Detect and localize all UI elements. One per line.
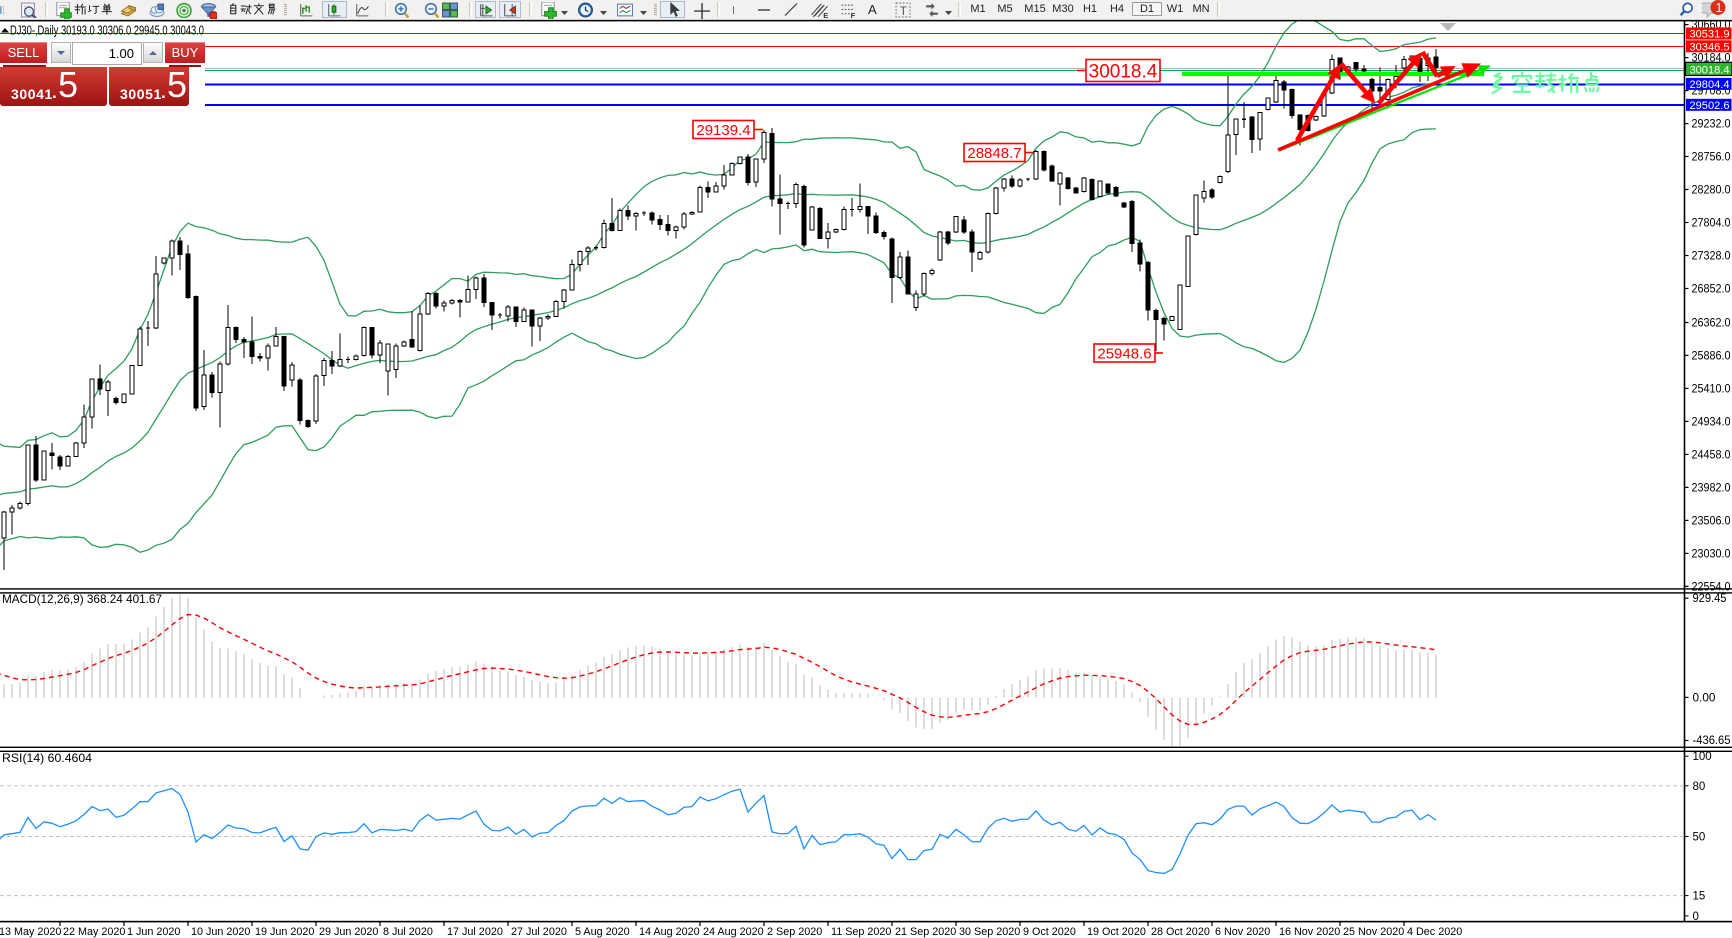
svg-text:28280.0: 28280.0 [1692,185,1731,197]
svg-text:14 Aug 2020: 14 Aug 2020 [639,926,700,938]
svg-text:30660.0: 30660.0 [1692,20,1731,32]
svg-text:100: 100 [1693,751,1712,763]
svg-text:30018.4: 30018.4 [1089,61,1158,82]
svg-text:15: 15 [1693,891,1706,903]
svg-text:27804.0: 27804.0 [1692,218,1731,230]
svg-text:28756.0: 28756.0 [1692,152,1731,164]
svg-text:4 Dec 2020: 4 Dec 2020 [1407,926,1462,938]
svg-text:9 Oct 2020: 9 Oct 2020 [1023,926,1076,938]
svg-text:T: T [900,5,907,18]
svg-text:27 Jul 2020: 27 Jul 2020 [511,926,567,938]
svg-text:30 Sep 2020: 30 Sep 2020 [959,926,1020,938]
svg-text:25886.0: 25886.0 [1692,350,1731,362]
svg-text:19 Oct 2020: 19 Oct 2020 [1087,926,1146,938]
svg-text:1: 1 [1716,1,1723,15]
svg-text:E: E [823,11,828,18]
svg-text:5 Aug 2020: 5 Aug 2020 [575,926,630,938]
svg-text:24 Aug 2020: 24 Aug 2020 [703,926,764,938]
svg-text:30018.4: 30018.4 [1690,64,1730,76]
svg-text:23982.0: 23982.0 [1692,482,1731,494]
svg-text:50: 50 [1693,832,1706,844]
svg-text:8 Jul 2020: 8 Jul 2020 [383,926,433,938]
svg-text:23506.0: 23506.0 [1692,515,1731,527]
svg-text:26362.0: 26362.0 [1692,318,1731,330]
svg-text:0: 0 [1693,911,1699,923]
svg-text:16 Nov 2020: 16 Nov 2020 [1279,926,1340,938]
svg-text:MACD(12,26,9) 368.24 401.67: MACD(12,26,9) 368.24 401.67 [2,592,162,606]
svg-text:13 May 2020: 13 May 2020 [0,926,61,938]
svg-text:30184.0: 30184.0 [1692,53,1731,65]
svg-text:11 Sep 2020: 11 Sep 2020 [831,926,891,938]
svg-text:30531.9: 30531.9 [1690,29,1730,41]
svg-text:DJ30-,Daily 30193.0 30306.0 2: DJ30-,Daily 30193.0 30306.0 29945.0 3004… [10,24,204,38]
svg-text:17 Jul 2020: 17 Jul 2020 [447,926,503,938]
svg-text:28 Oct 2020: 28 Oct 2020 [1151,926,1210,938]
svg-text:28848.7: 28848.7 [967,145,1021,162]
svg-text:F: F [851,11,856,18]
svg-text:-436.65: -436.65 [1693,735,1731,747]
svg-text:29502.6: 29502.6 [1690,100,1730,112]
svg-text:22 May 2020: 22 May 2020 [63,926,125,938]
svg-text:25 Nov 2020: 25 Nov 2020 [1343,926,1404,938]
svg-text:29 Jun 2020: 29 Jun 2020 [319,926,378,938]
svg-text:19 Jun 2020: 19 Jun 2020 [255,926,314,938]
svg-text:29804.4: 29804.4 [1690,79,1730,91]
svg-text:23030.0: 23030.0 [1692,548,1731,560]
svg-text:RSI(14) 60.4604: RSI(14) 60.4604 [2,751,92,765]
svg-text:2 Sep 2020: 2 Sep 2020 [767,926,822,938]
svg-text:21 Sep 2020: 21 Sep 2020 [895,926,956,938]
svg-text:929.45: 929.45 [1693,593,1727,605]
svg-text:26852.0: 26852.0 [1692,284,1731,296]
svg-text:24458.0: 24458.0 [1692,449,1731,461]
svg-text:10 Jun 2020: 10 Jun 2020 [191,926,250,938]
svg-text:27328.0: 27328.0 [1692,251,1731,263]
svg-text:29139.4: 29139.4 [696,122,750,139]
svg-text:22554.0: 22554.0 [1692,581,1731,593]
svg-text:25948.6: 25948.6 [1097,345,1151,362]
svg-text:80: 80 [1693,781,1706,793]
svg-text:1 Jun 2020: 1 Jun 2020 [127,926,180,938]
svg-text:24934.0: 24934.0 [1692,416,1731,428]
svg-text:25410.0: 25410.0 [1692,383,1731,395]
svg-text:30346.5: 30346.5 [1690,41,1730,53]
svg-text:6 Nov 2020: 6 Nov 2020 [1215,926,1270,938]
svg-text:29232.0: 29232.0 [1692,119,1731,131]
svg-text:0.00: 0.00 [1693,692,1716,704]
